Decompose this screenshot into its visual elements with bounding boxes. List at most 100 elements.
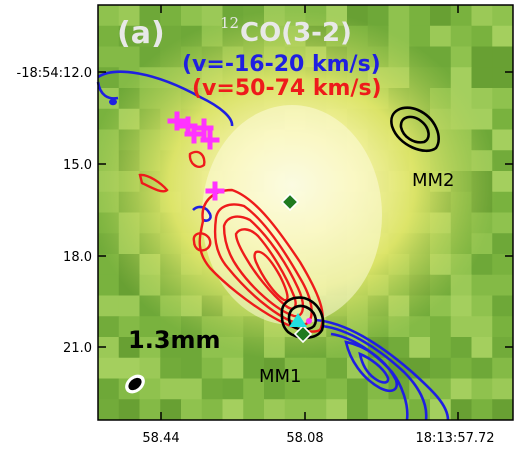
blue-velocity-range: (v=-16-20 km/s) [182, 52, 381, 77]
magenta-dot-marker [306, 318, 312, 324]
pixel-cell [430, 357, 452, 380]
pixel-cell [492, 212, 513, 234]
pixel-cell [450, 357, 473, 380]
pixel-cell [492, 295, 513, 317]
pixel-cell [98, 295, 120, 317]
pixel-cell [222, 399, 244, 420]
y-tick-1: -18:54:12.0 [17, 66, 92, 81]
pixel-cell [471, 88, 493, 110]
isotope-superscript: 12 [220, 14, 239, 32]
pixel-cell [326, 399, 348, 420]
pixel-cell [160, 378, 182, 400]
pixel-cell [181, 399, 203, 420]
pixel-cell [160, 5, 182, 27]
pixel-cell [264, 357, 286, 380]
blue-contours [96, 70, 450, 421]
pixel-cell [243, 357, 265, 380]
pixel-cell [492, 191, 513, 214]
pixel-cell [347, 399, 369, 420]
pixel-cell [492, 171, 513, 193]
pixel-cell [139, 357, 161, 380]
y-tick-3: 18.0 [63, 250, 92, 265]
pixel-cell [471, 5, 493, 27]
pixel-cell [181, 357, 203, 380]
pixel-cell [181, 337, 203, 359]
pixel-cell [139, 399, 161, 420]
pixel-cell [118, 295, 141, 317]
beam-ellipse [125, 374, 145, 394]
pixel-cell [492, 46, 513, 68]
pixel-cell [326, 378, 348, 400]
pixel-cell [430, 378, 452, 400]
pixel-cell [284, 357, 307, 380]
pixel-cell [471, 46, 493, 68]
pixel-cell [264, 378, 286, 400]
pixel-cell [471, 399, 493, 420]
pixel-cell [492, 357, 513, 380]
pixel-cell [492, 254, 513, 276]
pixel-cell [118, 5, 141, 27]
pixel-cell [450, 399, 473, 420]
pixel-cell [98, 337, 120, 359]
pixel-cell [98, 274, 120, 297]
pixel-cell [139, 5, 161, 27]
pixel-cell [305, 357, 327, 380]
pixel-cell [98, 316, 120, 338]
pixel-cell [98, 378, 120, 400]
pixel-cell [367, 5, 390, 27]
pixel-cell [118, 337, 141, 359]
pixel-cell [430, 5, 452, 27]
pixel-cell [471, 25, 493, 48]
pixel-cell [139, 25, 161, 48]
pixel-cell [492, 150, 513, 172]
pixel-cell [388, 337, 410, 359]
y-tick-4: 21.0 [63, 341, 92, 356]
pixel-cell [388, 399, 410, 420]
pixel-cell [492, 337, 513, 359]
pixel-cell [284, 378, 307, 400]
pixel-cell [430, 399, 452, 420]
pixel-cell [450, 46, 473, 68]
pixel-cell [492, 108, 513, 131]
pixel-cell [98, 5, 120, 27]
pixel-cell [471, 378, 493, 400]
pixel-cell [243, 399, 265, 420]
molecule-label: CO(3-2) [240, 18, 352, 48]
pixel-cell [409, 5, 431, 27]
pixel-cell [471, 295, 493, 317]
pixel-cell [450, 5, 473, 27]
pixel-cell [471, 316, 493, 338]
pixel-cell [98, 46, 120, 68]
pixel-cell [492, 316, 513, 338]
pixel-cell [98, 25, 120, 48]
pixel-cell [430, 316, 452, 338]
pixel-cell [430, 25, 452, 48]
pixel-cell [492, 399, 513, 420]
x-tick-3: 18:13:57.72 [415, 431, 494, 446]
pixel-cell [471, 357, 493, 380]
pixel-cell [139, 337, 161, 359]
x-tick-1: 58.44 [142, 431, 179, 446]
panel-letter: (a) [117, 16, 165, 51]
black-contours [280, 106, 440, 340]
tick-marks [98, 5, 513, 420]
pixel-cell [118, 316, 141, 338]
pixel-cell [471, 67, 493, 89]
pixel-cell [409, 357, 431, 380]
pixel-cell [139, 316, 161, 338]
pixel-cell [305, 378, 327, 400]
magenta-crosses [167, 111, 225, 201]
pixel-cell [430, 337, 452, 359]
pixel-cell [160, 337, 182, 359]
pixel-cell [264, 399, 286, 420]
pixel-cell [492, 88, 513, 110]
pixel-cell [492, 378, 513, 400]
source-label-mm2: MM2 [412, 170, 455, 191]
pixel-cell [181, 378, 203, 400]
y-tick-2: 15.0 [63, 158, 92, 173]
pixel-cell [201, 378, 224, 400]
pixel-cell [492, 274, 513, 297]
pixel-cell [118, 25, 141, 48]
pixel-cell [388, 5, 410, 27]
